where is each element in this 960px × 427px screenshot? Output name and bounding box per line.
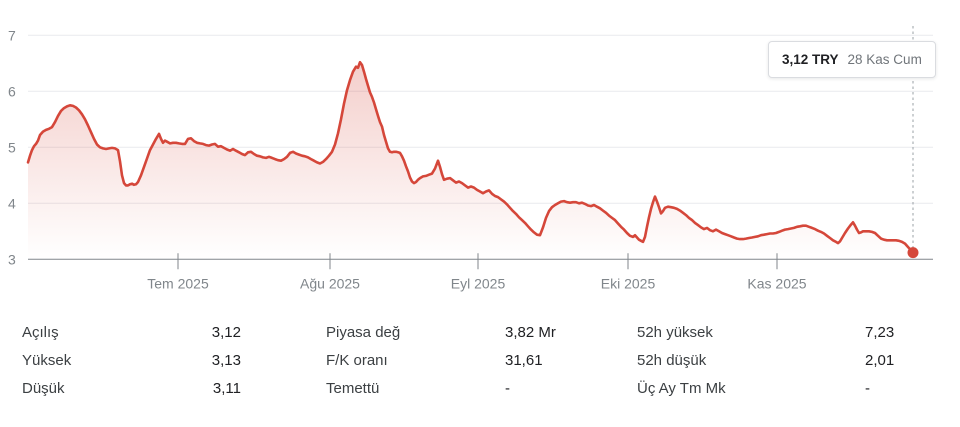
stat-52wk-low-label: 52h düşük: [637, 352, 707, 369]
y-axis-tick-label: 4: [8, 195, 16, 211]
y-axis-tick-label: 5: [8, 139, 16, 155]
x-axis-tick-label: Kas 2025: [747, 275, 806, 291]
y-axis-tick-label: 6: [8, 83, 16, 99]
x-axis-tick-label: Eyl 2025: [451, 275, 506, 291]
x-axis-tick-label: Ağu 2025: [300, 275, 360, 291]
chart-tooltip: 3,12 TRY 28 Kas Cum: [768, 41, 936, 78]
price-chart[interactable]: 7 6 5 4 3 Tem 2025 Ağu 2025 Eyl 2025 Eki 2025 Kas…: [0, 0, 960, 300]
stat-52wk-low-value: 2,01: [865, 352, 895, 369]
stat-low-label: Düşük: [22, 380, 65, 397]
stat-high-label: Yüksek: [22, 352, 72, 369]
y-axis-tick-label: 3: [8, 251, 16, 267]
price-chart-canvas[interactable]: 7 6 5 4 3 Tem 2025 Ağu 2025 Eyl 2025 Eki 2025 Kas…: [0, 0, 960, 300]
stat-52wk-high-value: 7,23: [865, 324, 895, 341]
stat-low-value: 3,11: [212, 380, 241, 397]
stat-pe-ratio-value: 31,61: [505, 352, 543, 369]
key-stats-table: Açılış 3,12 Yüksek 3,13 Düşük 3,11 Piyas…: [0, 310, 960, 420]
stat-quarterly-div-value: -: [865, 380, 870, 397]
stat-quarterly-div-label: Üç Ay Tm Mk: [637, 380, 726, 397]
stat-open-value: 3,12: [211, 324, 241, 341]
y-axis-tick-label: 7: [8, 27, 16, 43]
stat-dividend-label: Temettü: [326, 380, 380, 397]
tooltip-date: 28 Kas Cum: [847, 52, 922, 67]
current-price-marker: [907, 247, 919, 259]
stat-high-value: 3,13: [211, 352, 241, 369]
stat-52wk-high-label: 52h yüksek: [637, 324, 713, 341]
x-axis-tick-label: Tem 2025: [147, 275, 209, 291]
price-line: [26, 60, 915, 254]
stat-pe-ratio-label: F/K oranı: [326, 352, 388, 369]
tooltip-price: 3,12 TRY: [782, 52, 839, 67]
x-axis-tick-label: Eki 2025: [601, 275, 656, 291]
stat-dividend-value: -: [505, 380, 510, 397]
price-area-fill: [28, 62, 913, 260]
stat-open-label: Açılış: [22, 324, 59, 341]
stat-market-cap-label: Piyasa değ: [326, 324, 401, 341]
stat-market-cap-value: 3,82 Mr: [505, 324, 556, 341]
